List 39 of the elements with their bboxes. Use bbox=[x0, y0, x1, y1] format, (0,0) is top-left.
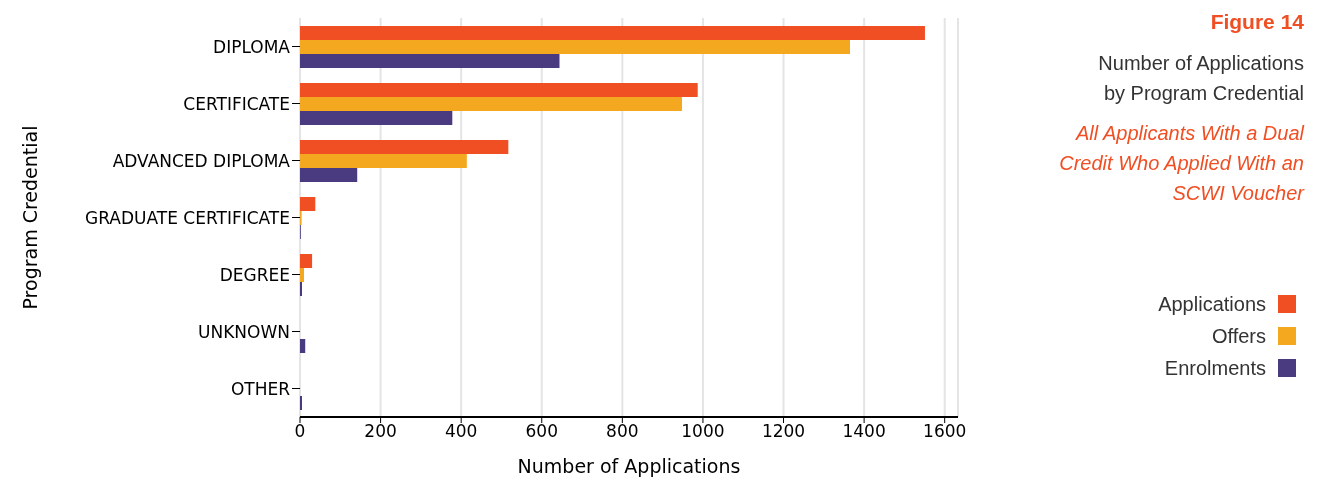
text: Number of Applications by Program Credential bbox=[1097, 51, 1304, 106]
x-tick-label: 0 bbox=[294, 421, 306, 442]
bar bbox=[300, 253, 313, 268]
y-tick-label: UNKNOWN bbox=[198, 321, 290, 342]
x-tick-label: 600 bbox=[525, 421, 558, 442]
bar bbox=[300, 281, 303, 296]
x-tick-label: 1000 bbox=[681, 421, 725, 442]
text: Figure 14 bbox=[1209, 10, 1304, 34]
y-tick-label: CERTIFICATE bbox=[183, 93, 290, 114]
bar bbox=[300, 167, 358, 182]
text: All Applicants With a Dual Credit Who Applied With an SCWI Voucher bbox=[1058, 121, 1304, 206]
x-axis-title: Number of Applications bbox=[517, 455, 741, 477]
y-tick-label: OTHER bbox=[230, 378, 291, 399]
x-tick-label: 200 bbox=[364, 421, 397, 442]
bar bbox=[300, 96, 682, 111]
legend-label: Applications bbox=[1158, 292, 1266, 316]
y-tick-label: GRADUATE CERTIFICATE bbox=[85, 207, 290, 228]
bar bbox=[300, 267, 305, 282]
x-tick-label: 800 bbox=[606, 421, 639, 442]
bar bbox=[300, 25, 925, 40]
bar bbox=[300, 395, 303, 410]
bar bbox=[300, 53, 560, 68]
x-tick-label: 400 bbox=[444, 421, 478, 442]
bar bbox=[300, 82, 698, 97]
legend-label: Enrolments bbox=[1164, 356, 1266, 380]
y-tick-label: ADVANCED DIPLOMA bbox=[112, 150, 291, 171]
x-tick-label: 1600 bbox=[923, 421, 967, 442]
bar bbox=[300, 110, 453, 125]
y-tick-label: DIPLOMA bbox=[213, 36, 291, 57]
y-axis-title: Program Credential bbox=[18, 125, 41, 310]
bar bbox=[300, 139, 509, 154]
y-tick-label: DEGREE bbox=[219, 264, 290, 285]
x-tick-label: 1400 bbox=[842, 421, 886, 442]
legend-label: Offers bbox=[1211, 324, 1266, 348]
bar bbox=[300, 196, 316, 211]
x-tick-label: 1200 bbox=[761, 421, 806, 442]
bar bbox=[300, 39, 851, 54]
bar bbox=[300, 153, 467, 168]
bar bbox=[300, 338, 306, 353]
